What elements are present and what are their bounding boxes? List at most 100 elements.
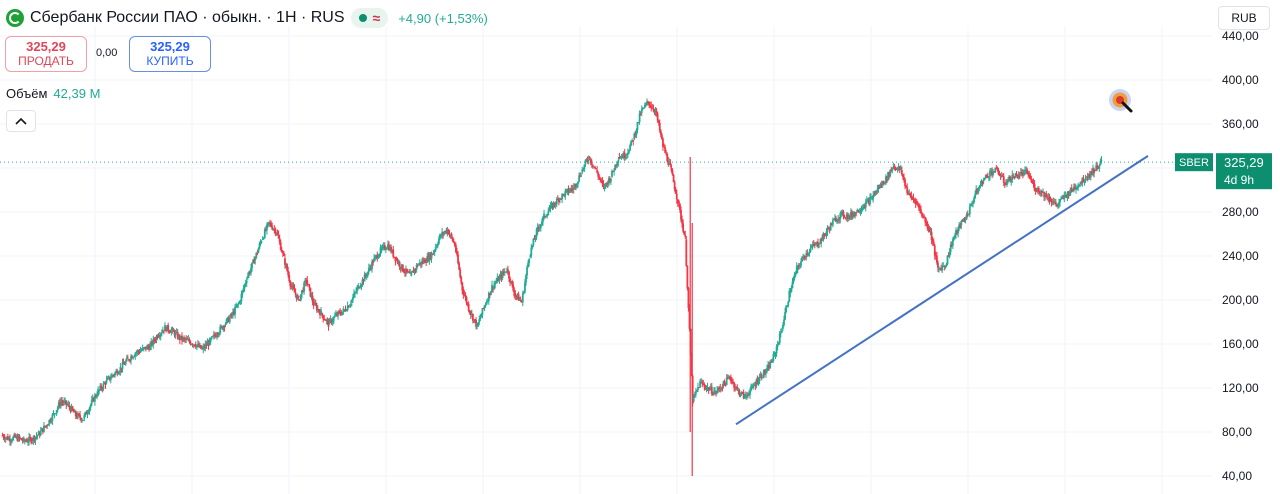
candle-body (236, 304, 239, 307)
candle-body (312, 301, 315, 306)
currency-select[interactable]: RUB (1218, 6, 1270, 30)
candle-body (648, 102, 651, 106)
candle-body (275, 233, 278, 235)
candle-body (672, 174, 675, 183)
candle-body (285, 264, 287, 266)
candle-body (602, 183, 605, 186)
candle-body (951, 239, 954, 246)
candle-body (537, 227, 540, 229)
candle-body (586, 159, 589, 161)
y-tick-label: 400,00 (1222, 73, 1259, 87)
candle-body (189, 341, 192, 345)
candle-body (158, 336, 161, 338)
candle-body (633, 133, 636, 140)
candle-body (628, 150, 630, 153)
candle-body (228, 317, 231, 323)
symbol-title[interactable]: Сбербанк России ПАО · обыкн. · 1H · RUS (30, 9, 345, 26)
candle-body (152, 338, 155, 345)
candle-body (760, 374, 763, 378)
candle-body (452, 241, 455, 243)
candle-body (209, 338, 212, 342)
sell-button[interactable]: 325,29 ПРОДАТЬ (5, 36, 87, 72)
candle-body (885, 176, 887, 184)
candle-body (1044, 193, 1047, 198)
approx-icon: ≈ (372, 10, 381, 26)
target-cursor-icon[interactable] (1108, 88, 1134, 114)
candle-body (450, 234, 453, 238)
candle-body (292, 285, 295, 289)
candle-body (849, 212, 852, 218)
candle-body (147, 346, 149, 348)
candle-body (939, 268, 941, 270)
candle-body (324, 319, 327, 321)
candle-body (46, 425, 49, 427)
candle-body (785, 306, 788, 313)
candle-body (793, 274, 796, 279)
candle-body (572, 187, 575, 190)
candle-body (717, 387, 720, 391)
sberbank-logo-icon (6, 9, 24, 27)
candle-body (486, 300, 489, 302)
candle-body (150, 341, 153, 347)
sell-price: 325,29 (26, 39, 66, 54)
candle-body (118, 371, 121, 374)
candle-body (252, 259, 255, 263)
candle-body (928, 229, 931, 232)
candle-body (650, 105, 653, 108)
candle-body (85, 412, 88, 415)
candle-body (607, 178, 610, 185)
candle-body (132, 357, 135, 359)
candle-body (600, 180, 603, 182)
candle-body (465, 297, 468, 304)
candle-body (627, 152, 629, 155)
candle-body (163, 330, 165, 332)
candle-body (143, 346, 146, 348)
candle-body (210, 336, 213, 339)
candle-body (1091, 171, 1093, 175)
candle-body (593, 166, 595, 168)
candle-body (625, 154, 628, 156)
candle-body (500, 274, 503, 278)
candle-body (347, 305, 350, 308)
candle-body (704, 386, 707, 389)
candle-body (264, 229, 267, 231)
candle-body (167, 325, 170, 331)
candle-body (327, 320, 330, 327)
candle-body (203, 346, 206, 349)
candle-body (679, 203, 681, 211)
candle-body (906, 187, 909, 194)
candle-body (854, 212, 857, 217)
candle-body (732, 381, 734, 383)
candle-body (739, 394, 742, 396)
candle-body (200, 345, 202, 349)
candle-body (783, 319, 785, 326)
collapse-legend-button[interactable] (6, 110, 36, 132)
candle-body (194, 344, 197, 348)
candle-body (526, 267, 528, 276)
candle-body (245, 280, 248, 283)
candle-body (307, 284, 310, 286)
candle-body (860, 209, 863, 212)
candle-body (370, 267, 372, 269)
candle-body (333, 315, 336, 318)
candle-body (198, 344, 200, 348)
candle-body (1060, 198, 1063, 200)
candle-body (353, 293, 355, 298)
candle-body (108, 376, 111, 380)
candle-body (469, 311, 472, 315)
candle-body (709, 386, 712, 390)
candle-body (185, 338, 188, 340)
candle-body (1048, 197, 1051, 201)
candle-body (6, 436, 9, 440)
candle-body (34, 436, 37, 441)
candle-body (57, 402, 60, 408)
candle-body (957, 227, 960, 234)
market-status-pill[interactable]: ≈ (350, 8, 389, 28)
buy-button[interactable]: 325,29 КУПИТЬ (129, 36, 211, 72)
candle-body (1003, 182, 1006, 186)
candle-body (407, 271, 410, 273)
candle-body (1027, 172, 1030, 176)
candle-body (782, 325, 784, 329)
candle-body (335, 313, 337, 316)
